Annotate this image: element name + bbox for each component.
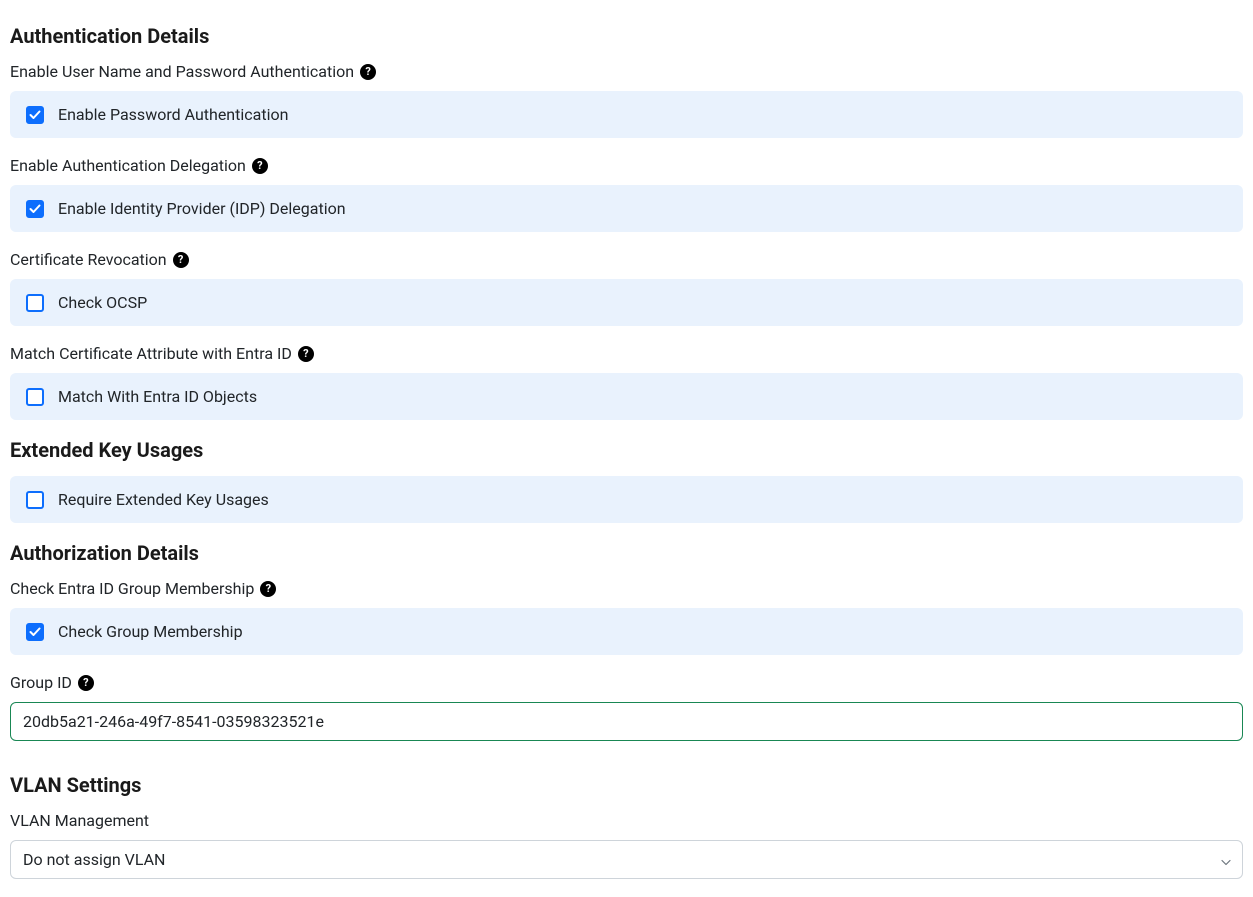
enable-delegation-label: Enable Authentication Delegation	[10, 156, 246, 175]
match-cert-label: Match Certificate Attribute with Entra I…	[10, 344, 292, 363]
vlan-settings-heading: VLAN Settings	[10, 773, 1243, 797]
check-group-membership-label: Check Group Membership	[58, 622, 243, 641]
field-vlan-management: VLAN Management Do not assign VLAN	[10, 811, 1243, 879]
help-icon[interactable]: ?	[252, 158, 268, 174]
vlan-management-select[interactable]: Do not assign VLAN	[10, 840, 1243, 879]
group-id-label-row: Group ID ?	[10, 673, 1243, 692]
extended-key-usages-heading: Extended Key Usages	[10, 438, 1243, 462]
field-enable-auth-delegation: Enable Authentication Delegation ? Enabl…	[10, 156, 1243, 232]
match-entra-id-row: Match With Entra ID Objects	[10, 373, 1243, 420]
cert-revocation-label-row: Certificate Revocation ?	[10, 250, 1243, 269]
field-check-group-membership: Check Entra ID Group Membership ? Check …	[10, 579, 1243, 655]
field-match-cert-attr: Match Certificate Attribute with Entra I…	[10, 344, 1243, 420]
enable-password-auth-checkbox[interactable]	[26, 106, 44, 124]
check-ocsp-row: Check OCSP	[10, 279, 1243, 326]
enable-delegation-label-row: Enable Authentication Delegation ?	[10, 156, 1243, 175]
require-eku-row: Require Extended Key Usages	[10, 476, 1243, 523]
match-entra-id-label: Match With Entra ID Objects	[58, 387, 257, 406]
enable-idp-delegation-label: Enable Identity Provider (IDP) Delegatio…	[58, 199, 346, 218]
help-icon[interactable]: ?	[260, 581, 276, 597]
vlan-management-label: VLAN Management	[10, 811, 149, 830]
match-cert-label-row: Match Certificate Attribute with Entra I…	[10, 344, 1243, 363]
enable-idp-delegation-row: Enable Identity Provider (IDP) Delegatio…	[10, 185, 1243, 232]
help-icon[interactable]: ?	[173, 252, 189, 268]
enable-user-pwd-label-row: Enable User Name and Password Authentica…	[10, 62, 1243, 81]
enable-password-auth-label: Enable Password Authentication	[58, 105, 288, 124]
check-ocsp-label: Check OCSP	[58, 293, 147, 312]
help-icon[interactable]: ?	[360, 64, 376, 80]
authentication-details-heading: Authentication Details	[10, 24, 1243, 48]
checkmark-icon	[29, 109, 41, 121]
require-eku-label: Require Extended Key Usages	[58, 490, 269, 509]
field-group-id: Group ID ?	[10, 673, 1243, 759]
check-group-label-row: Check Entra ID Group Membership ?	[10, 579, 1243, 598]
field-enable-user-pwd-auth: Enable User Name and Password Authentica…	[10, 62, 1243, 138]
enable-idp-delegation-checkbox[interactable]	[26, 200, 44, 218]
vlan-management-label-row: VLAN Management	[10, 811, 1243, 830]
checkmark-icon	[29, 203, 41, 215]
check-group-label: Check Entra ID Group Membership	[10, 579, 254, 598]
checkmark-icon	[29, 626, 41, 638]
require-eku-checkbox[interactable]	[26, 491, 44, 509]
authorization-details-heading: Authorization Details	[10, 541, 1243, 565]
help-icon[interactable]: ?	[78, 675, 94, 691]
cert-revocation-label: Certificate Revocation	[10, 250, 167, 269]
check-group-membership-checkbox[interactable]	[26, 623, 44, 641]
group-id-label: Group ID	[10, 673, 72, 692]
help-icon[interactable]: ?	[298, 346, 314, 362]
match-entra-id-checkbox[interactable]	[26, 388, 44, 406]
group-id-input[interactable]	[10, 702, 1243, 741]
field-cert-revocation: Certificate Revocation ? Check OCSP	[10, 250, 1243, 326]
check-ocsp-checkbox[interactable]	[26, 294, 44, 312]
enable-user-pwd-label: Enable User Name and Password Authentica…	[10, 62, 354, 81]
check-group-membership-row: Check Group Membership	[10, 608, 1243, 655]
enable-password-auth-row: Enable Password Authentication	[10, 91, 1243, 138]
vlan-management-select-wrapper: Do not assign VLAN	[10, 840, 1243, 879]
